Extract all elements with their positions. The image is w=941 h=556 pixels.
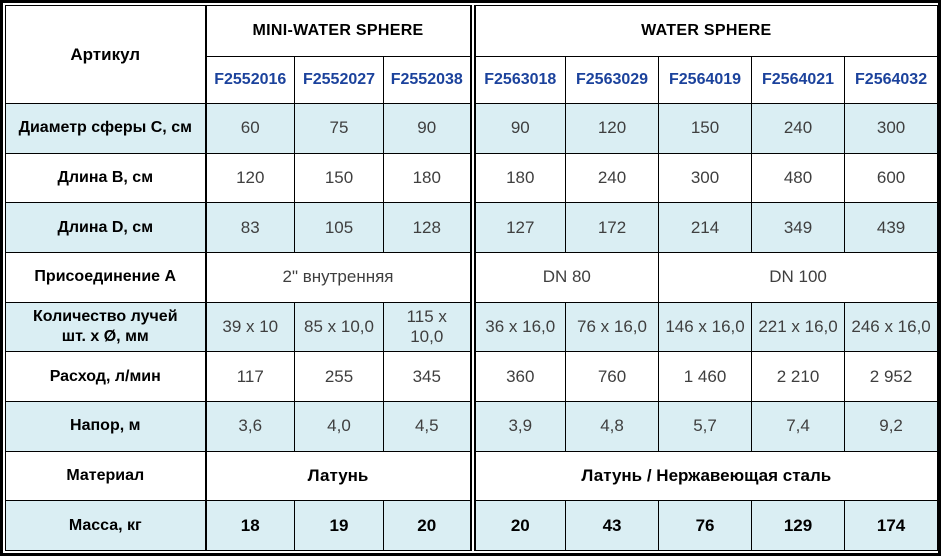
- value-cell: Латунь / Нержавеющая сталь: [469, 450, 939, 502]
- value-cell: 3,6: [205, 400, 295, 452]
- product-spec-table: Артикул MINI-WATER SPHERE WATER SPHERE F…: [5, 5, 939, 551]
- value-cell: 255: [294, 351, 384, 402]
- group-header-row: Артикул MINI-WATER SPHERE WATER SPHERE: [5, 5, 939, 104]
- column-header-f2552027: F2552027: [294, 56, 384, 104]
- value-cell: 150: [658, 103, 753, 154]
- value-cell: 300: [658, 152, 753, 204]
- table-row: Длина B, см 120 150 180 180 240 300 480 600: [5, 152, 939, 204]
- value-cell: 240: [751, 103, 846, 154]
- column-header-f2564019: F2564019: [658, 56, 753, 104]
- value-cell: 9,2: [844, 400, 939, 452]
- value-cell: 120: [205, 152, 295, 204]
- group-header-water-sphere: WATER SPHERE: [469, 5, 939, 57]
- value-cell: 36 x 16,0: [469, 301, 567, 353]
- value-cell: 240: [565, 152, 660, 204]
- row-label: Масса, кг: [5, 500, 207, 551]
- value-cell: 127: [469, 202, 567, 253]
- row-label: Напор, м: [5, 400, 207, 452]
- value-cell: 90: [382, 103, 474, 154]
- group-header-mini-water-sphere: MINI-WATER SPHERE: [204, 5, 474, 57]
- value-cell: 4,8: [565, 400, 660, 452]
- column-header-f2564021: F2564021: [751, 56, 846, 104]
- value-cell: 76: [658, 500, 753, 551]
- value-cell: 172: [565, 202, 660, 253]
- value-cell: 300: [844, 103, 939, 154]
- column-header-f2563018: F2563018: [469, 56, 567, 104]
- value-cell: 128: [382, 202, 474, 253]
- value-cell: 345: [382, 351, 474, 402]
- value-cell: 115 x 10,0: [382, 301, 474, 353]
- table-row: Диаметр сферы С, см 60 75 90 90 120 150 240 300: [5, 103, 939, 154]
- value-cell: 19: [294, 500, 384, 551]
- value-cell: 480: [751, 152, 846, 204]
- article-number-row: F2552016 F2552027 F2552038 F2563018 F2563029…: [6, 56, 939, 104]
- table-body: Диаметр сферы С, см 60 75 90 90 120 150 240 300 Д…: [5, 103, 939, 551]
- table-row: Масса, кг 18 19 20 20 43 76 129 174: [5, 500, 939, 551]
- row-label: Длина B, см: [5, 152, 207, 204]
- table-row: Количество лучей шт. х Ø, мм 39 x 10 85 x …: [5, 301, 939, 353]
- value-cell: 39 x 10: [205, 301, 295, 353]
- value-cell: Латунь: [204, 450, 474, 502]
- value-cell: 120: [565, 103, 660, 154]
- row-label: Диаметр сферы С, см: [5, 103, 207, 154]
- value-cell: 600: [844, 152, 939, 204]
- value-cell: 174: [844, 500, 939, 551]
- value-cell: 117: [205, 351, 295, 402]
- column-header-f2552016: F2552016: [205, 56, 295, 104]
- value-cell: 76 x 16,0: [565, 301, 660, 353]
- value-cell: 246 x 16,0: [844, 301, 939, 353]
- value-cell: 83: [205, 202, 295, 253]
- value-cell: 4,5: [382, 400, 474, 452]
- row-label: Количество лучей шт. х Ø, мм: [5, 301, 207, 353]
- value-cell: 349: [751, 202, 846, 253]
- table-row: Присоединение А 2" внутренняя DN 80 DN 100: [5, 251, 939, 303]
- value-cell: 360: [469, 351, 567, 402]
- column-header-f2552038: F2552038: [382, 56, 474, 104]
- value-cell: 90: [469, 103, 567, 154]
- value-cell: 18: [205, 500, 295, 551]
- value-cell: 60: [205, 103, 295, 154]
- value-cell: 214: [658, 202, 753, 253]
- value-cell: 75: [294, 103, 384, 154]
- value-cell: 43: [565, 500, 660, 551]
- corner-header-artikul: Артикул: [5, 5, 207, 104]
- row-label: Материал: [5, 450, 207, 502]
- value-cell: 2" внутренняя: [204, 251, 474, 303]
- row-label: Длина D, см: [5, 202, 207, 253]
- value-cell: 2 952: [844, 351, 939, 402]
- column-header-f2564032: F2564032: [844, 56, 939, 104]
- table-row: Материал Латунь Латунь / Нержавеющая сталь: [5, 450, 939, 502]
- value-cell: 180: [469, 152, 567, 204]
- value-cell: 760: [565, 351, 660, 402]
- row-label: Присоединение А: [5, 251, 207, 303]
- value-cell: 221 x 16,0: [751, 301, 846, 353]
- value-cell: 105: [294, 202, 384, 253]
- value-cell: DN 100: [658, 251, 939, 303]
- value-cell: 4,0: [294, 400, 384, 452]
- column-header-f2563029: F2563029: [565, 56, 660, 104]
- value-cell: 150: [294, 152, 384, 204]
- value-cell: 1 460: [658, 351, 753, 402]
- table-row: Длина D, см 83 105 128 127 172 214 349 439: [5, 202, 939, 253]
- value-cell: 3,9: [469, 400, 567, 452]
- table-header: Артикул MINI-WATER SPHERE WATER SPHERE F…: [5, 5, 939, 104]
- value-cell: DN 80: [469, 251, 660, 303]
- value-cell: 129: [751, 500, 846, 551]
- row-label: Расход, л/мин: [5, 351, 207, 402]
- value-cell: 146 x 16,0: [658, 301, 753, 353]
- value-cell: 2 210: [751, 351, 846, 402]
- value-cell: 5,7: [658, 400, 753, 452]
- table-row: Напор, м 3,6 4,0 4,5 3,9 4,8 5,7 7,4 9,2: [5, 400, 939, 452]
- value-cell: 180: [382, 152, 474, 204]
- value-cell: 85 x 10,0: [294, 301, 384, 353]
- value-cell: 439: [844, 202, 939, 253]
- value-cell: 20: [382, 500, 474, 551]
- value-cell: 7,4: [751, 400, 846, 452]
- table-row: Расход, л/мин 117 255 345 360 760 1 460 2 210 2 …: [5, 351, 939, 402]
- value-cell: 20: [469, 500, 567, 551]
